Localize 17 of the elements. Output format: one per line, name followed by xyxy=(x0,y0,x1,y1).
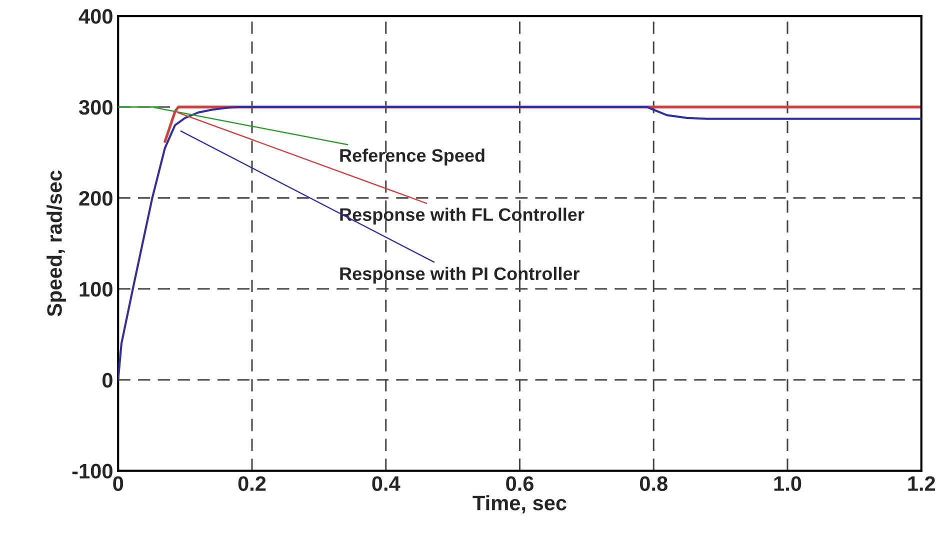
x-axis-title: Time, sec xyxy=(472,495,566,514)
annotation: Response with PI Controller xyxy=(340,266,580,284)
x-tick-label: 0 xyxy=(113,476,124,491)
x-tick-label: 1.2 xyxy=(908,476,936,491)
x-tick-label: 0.4 xyxy=(372,476,400,491)
annotation: Reference Speed xyxy=(340,148,484,166)
x-tick-label: 1.0 xyxy=(774,476,802,491)
x-tick-label: 0.6 xyxy=(506,476,534,491)
y-tick-label: 0 xyxy=(102,372,112,388)
x-tick-label: 0.2 xyxy=(238,476,266,491)
x-tick-label: 0.8 xyxy=(640,476,668,491)
y-tick-label: 300 xyxy=(78,100,112,115)
y-axis-title: Speed, rad/sec xyxy=(46,170,66,316)
y-tick-label: 200 xyxy=(79,190,112,206)
y-tick-label: -100 xyxy=(72,464,112,479)
y-tick-label: 400 xyxy=(78,9,112,24)
y-tick-label: 100 xyxy=(80,282,112,297)
